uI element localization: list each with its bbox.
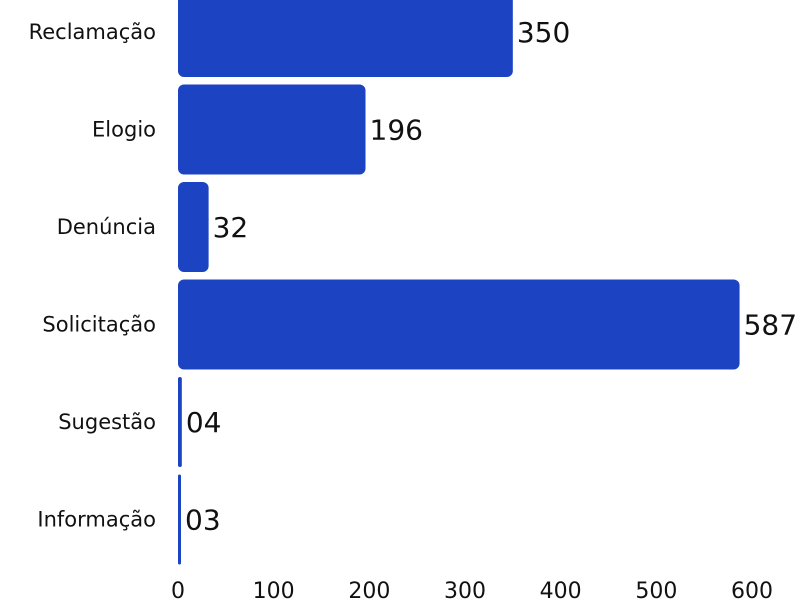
- x-tick-label-3: 300: [444, 579, 486, 604]
- data-label-2: 32: [213, 211, 249, 244]
- bar-5: [178, 474, 181, 565]
- category-label-0: Reclamação: [29, 20, 156, 44]
- bar-1: [178, 84, 366, 175]
- x-tick-label-1: 100: [253, 579, 295, 604]
- bar-0: [178, 0, 513, 77]
- category-label-4: Sugestão: [58, 410, 156, 434]
- category-label-2: Denúncia: [57, 215, 156, 239]
- data-label-3: 587: [744, 309, 797, 342]
- x-tick-label-6: 600: [731, 579, 773, 604]
- data-label-5: 03: [185, 504, 221, 537]
- bar-2: [178, 182, 209, 272]
- x-tick-label-0: 0: [171, 579, 185, 604]
- data-label-1: 196: [370, 114, 423, 147]
- bar-3: [178, 279, 740, 370]
- x-tick-label-2: 200: [348, 579, 390, 604]
- category-label-3: Solicitação: [42, 313, 156, 337]
- x-tick-label-4: 400: [540, 579, 582, 604]
- data-label-4: 04: [186, 406, 222, 439]
- category-label-1: Elogio: [92, 118, 156, 142]
- bar-4: [178, 377, 182, 467]
- x-tick-label-5: 500: [635, 579, 677, 604]
- category-label-5: Informação: [37, 508, 156, 532]
- data-label-0: 350: [517, 16, 570, 49]
